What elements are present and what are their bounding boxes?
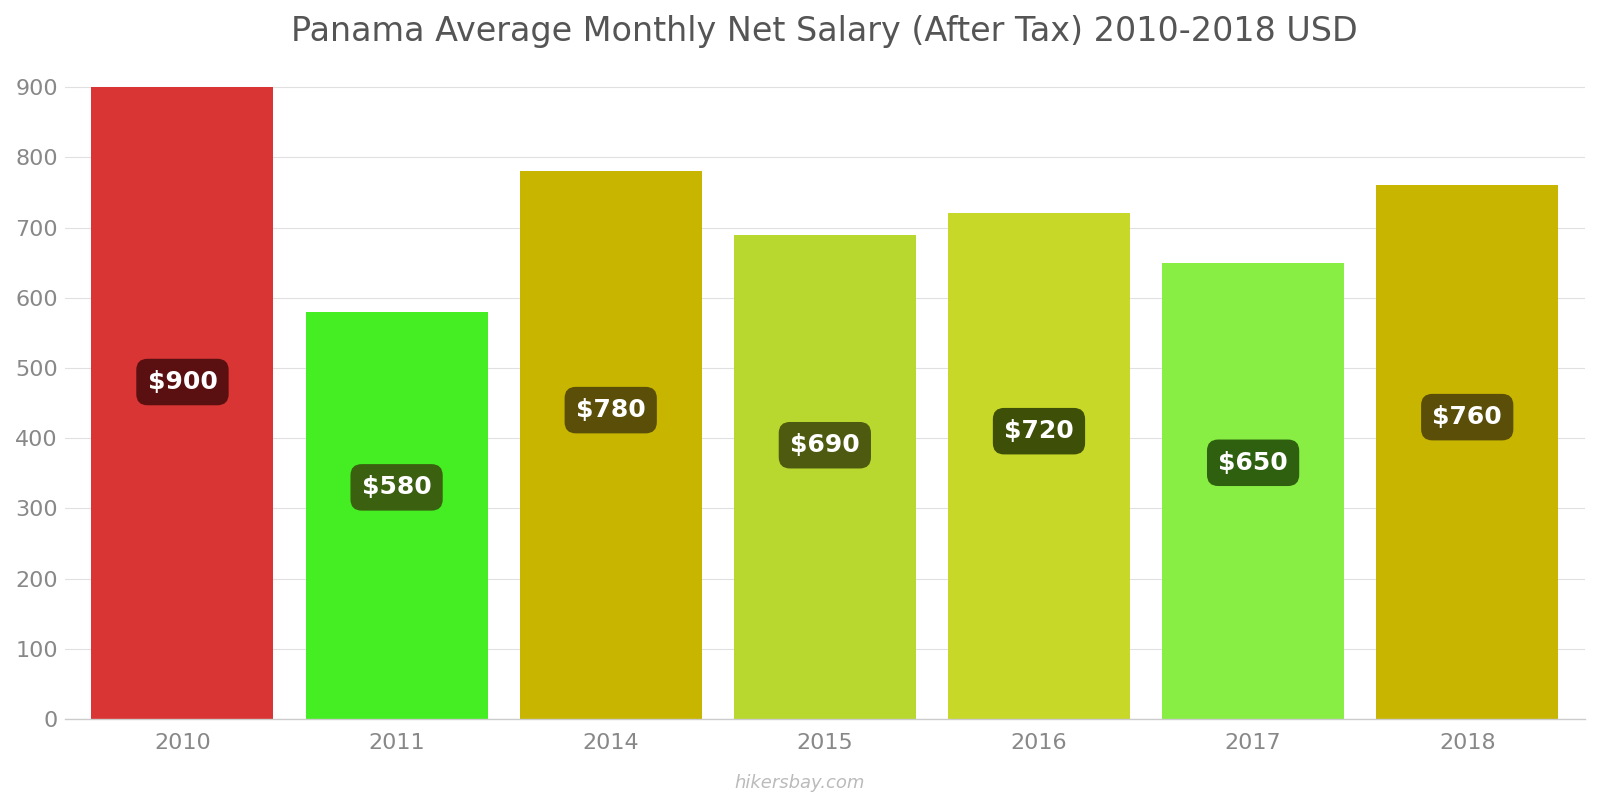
- Bar: [1376, 186, 1558, 719]
- Bar: [1162, 262, 1344, 719]
- Text: $760: $760: [1432, 405, 1502, 429]
- Bar: [306, 312, 488, 719]
- Text: $780: $780: [576, 398, 645, 422]
- Text: hikersbay.com: hikersbay.com: [734, 774, 866, 792]
- Text: $690: $690: [790, 434, 859, 458]
- Title: Panama Average Monthly Net Salary (After Tax) 2010-2018 USD: Panama Average Monthly Net Salary (After…: [291, 15, 1358, 48]
- Bar: [520, 171, 702, 719]
- Text: $650: $650: [1218, 450, 1288, 474]
- Bar: [734, 234, 915, 719]
- Text: $900: $900: [147, 370, 218, 394]
- Bar: [91, 87, 274, 719]
- Bar: [947, 214, 1130, 719]
- Text: $720: $720: [1005, 419, 1074, 443]
- Text: $580: $580: [362, 475, 432, 499]
